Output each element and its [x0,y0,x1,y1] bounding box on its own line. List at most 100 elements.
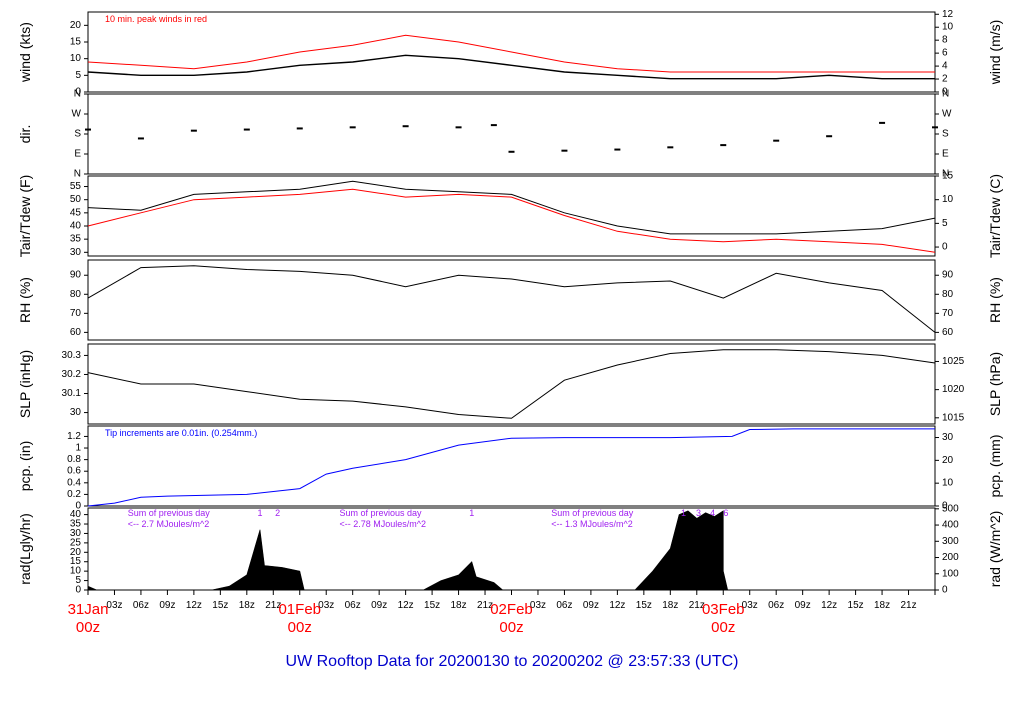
x-tick-label: 12z [609,600,625,611]
y-tick-label: 35 [70,234,82,245]
x-tick-label: 18z [451,600,467,611]
y-tick-label-right: 4 [942,61,948,72]
y-tick-label: 0.6 [67,466,81,477]
y-axis-label: SLP (inHg) [17,350,33,418]
day-total-line1: Sum of previous day [339,508,422,518]
panel-frame [87,343,936,425]
y-tick-label: 0 [75,501,81,512]
data-point [85,128,91,131]
x-day-zulu: 00z [711,619,735,636]
y-axis-label-right: Tair/Tdew (C) [987,174,1003,258]
x-tick-label: 06z [133,600,149,611]
panel-annotation: 10 min. peak winds in red [105,14,207,24]
y-tick-label-right: 10 [942,478,954,489]
data-point [490,124,497,127]
day-total-line2: <-- 2.7 MJoules/m^2 [128,519,210,529]
x-tick-label: 09z [583,600,599,611]
x-tick-label: 06z [556,600,572,611]
day-total-line1: Sum of previous day [128,508,211,518]
x-tick-label: 21z [900,600,916,611]
data-point [137,137,144,140]
x-tick-label: 15z [636,600,652,611]
data-point [932,126,938,129]
y-tick-label: S [74,129,81,140]
panel-frame [87,11,936,93]
y-tick-label: 35 [70,519,82,530]
x-day-zulu: 00z [499,619,523,636]
y-tick-label: 45 [70,207,82,218]
y-tick-label: E [74,149,81,160]
y-tick-label: 10 [70,53,82,64]
y-tick-label: 1.2 [67,431,81,442]
x-tick-label: 09z [159,600,175,611]
y-tick-label: 60 [70,327,82,338]
y-tick-label: 55 [70,181,82,192]
data-point [614,148,621,151]
y-axis-label: pcp. (in) [17,441,33,492]
y-tick-label: 0.8 [67,454,81,465]
data-point [667,146,674,149]
x-tick-label: 03z [742,600,758,611]
y-tick-label: 30.3 [62,350,82,361]
y-tick-label: 0 [75,87,81,98]
y-tick-label: 30 [70,247,82,258]
y-tick-label: 50 [70,194,82,205]
y-tick-label: W [72,109,82,120]
rad-marker: 4 [710,508,715,518]
y-tick-label-right: 6 [942,48,948,59]
y-tick-label-right: 60 [942,327,954,338]
panel-frame [87,259,936,341]
y-tick-label-right: 8 [942,35,948,46]
data-point [349,126,356,129]
x-day-label: 02Feb [490,601,533,618]
series-line-1 [87,34,935,73]
x-day-zulu: 00z [288,619,312,636]
y-tick-label-right: 10 [942,194,954,205]
y-tick-label-right: 2 [942,74,948,85]
y-tick-label: 25 [70,537,82,548]
rad-marker: 1 [469,508,474,518]
y-tick-label-right: 0 [942,585,948,596]
y-tick-label-right: 0 [942,501,948,512]
y-tick-label-right: 1025 [942,356,965,367]
x-day-label: 01Feb [278,601,321,618]
y-tick-label: 20 [70,20,82,31]
y-tick-label-right: S [942,129,949,140]
y-tick-label: 10 [70,566,82,577]
x-tick-label: 03z [318,600,334,611]
x-tick-label: 15z [848,600,864,611]
rad-marker: 1 [681,508,686,518]
y-tick-label: 40 [70,221,82,232]
y-tick-label-right: E [942,149,949,160]
series-line-0 [87,428,935,507]
y-tick-label-right: 20 [942,455,954,466]
y-tick-label: 30 [70,407,82,418]
x-tick-label: 21z [689,600,705,611]
y-tick-label-right: 0 [942,87,948,98]
x-day-label: 31Jan [68,601,109,618]
series-line-0 [87,54,935,80]
y-axis-label-right: wind (m/s) [987,20,1003,86]
x-tick-label: 03z [106,600,122,611]
y-tick-label: 0.2 [67,489,81,500]
data-point [879,121,886,124]
y-tick-label-right: N [942,169,949,180]
series-line-0 [87,180,936,235]
y-tick-label-right: 200 [942,552,959,563]
y-axis-label: dir. [17,125,33,144]
radiation-area [87,510,729,591]
y-tick-label: 70 [70,308,82,319]
y-tick-label-right: 500 [942,503,959,514]
data-point [826,135,833,138]
data-point [190,129,197,132]
day-total-line2: <-- 1.3 MJoules/m^2 [551,519,633,529]
y-tick-label-right: 1020 [942,384,965,395]
panel-frame [87,93,936,175]
data-point [455,126,462,129]
x-tick-label: 09z [371,600,387,611]
rad-marker: 3 [696,508,701,518]
y-tick-label: 30.2 [62,369,82,380]
y-axis-label: rad(Lgly/hr) [17,513,33,585]
y-tick-label-right: 10 [942,22,954,33]
y-axis-label-right: rad (W/m^2) [987,511,1003,588]
